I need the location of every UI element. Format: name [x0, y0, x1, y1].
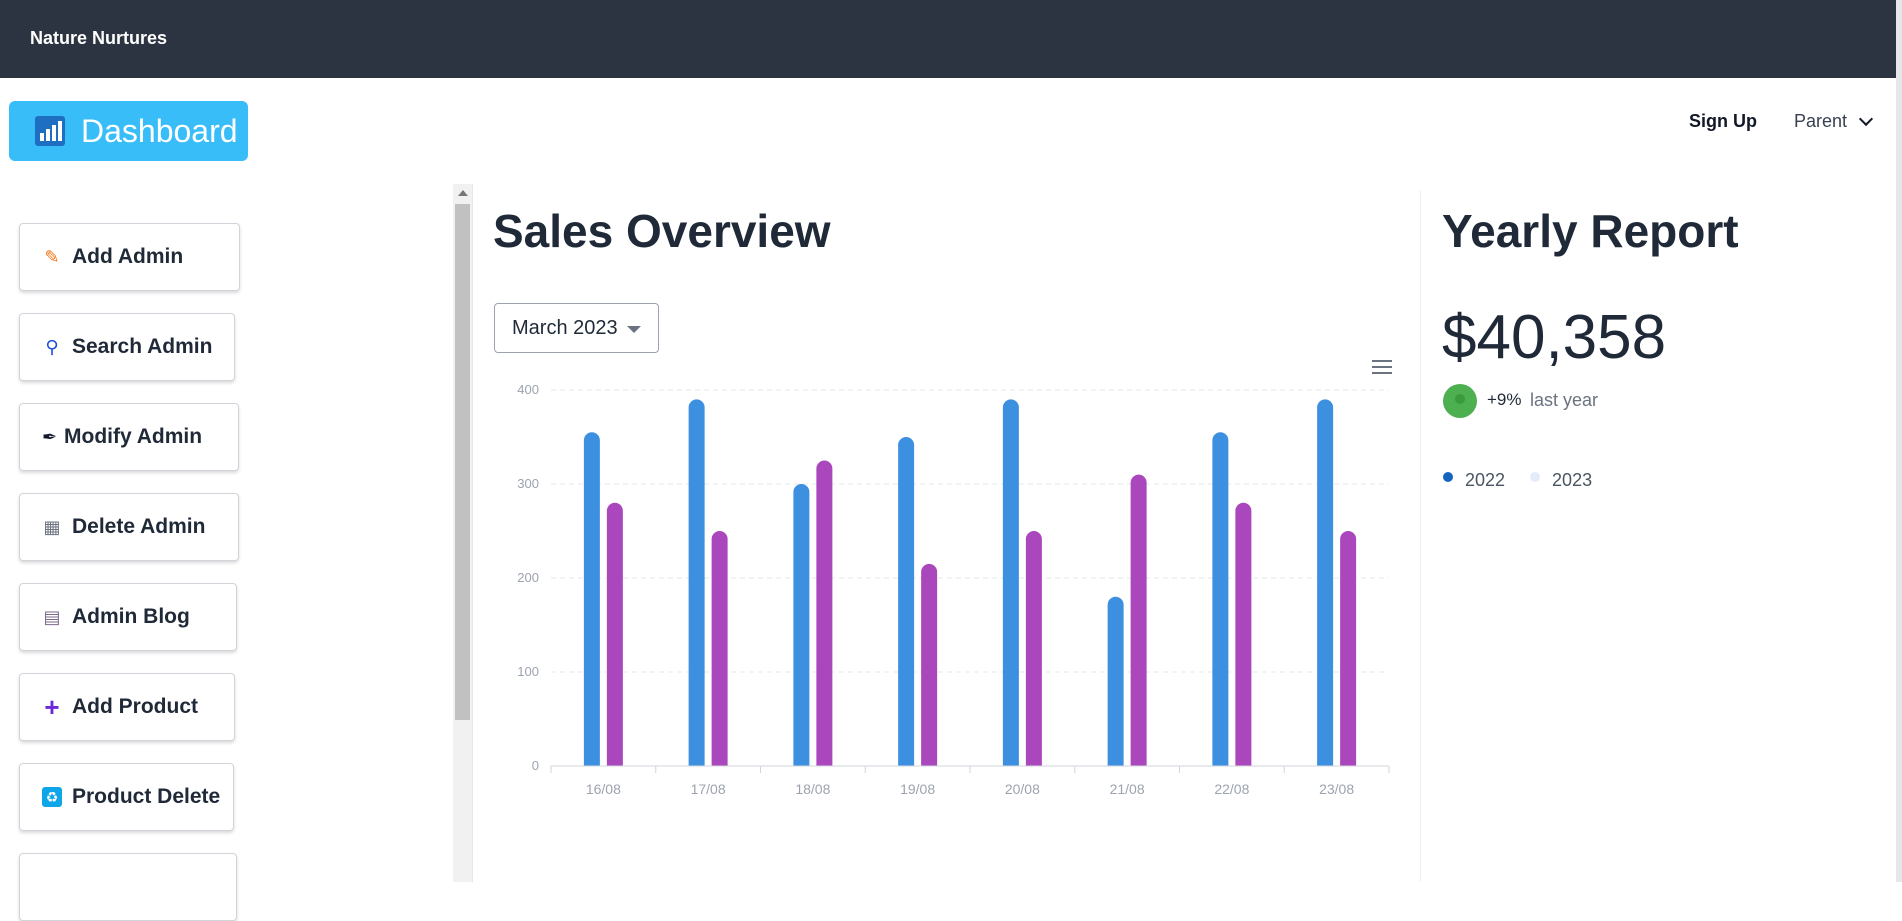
x-tick-label: 19/08 — [900, 781, 935, 797]
scroll-up-icon[interactable] — [458, 190, 468, 196]
product-delete-label: Product Delete — [72, 785, 221, 808]
bar-2022[interactable] — [1002, 399, 1019, 766]
legend-label: 2023 — [1552, 470, 1593, 490]
bar-2022[interactable] — [1212, 432, 1229, 766]
bar-2023[interactable] — [606, 502, 623, 766]
sales-bar-chart: 0 100 200 300 400 16/08 17/08 18/08 19/08 20/08 2… — [517, 382, 1390, 797]
dashboard-label: Dashboard — [81, 112, 238, 149]
bar-2022[interactable] — [1317, 399, 1334, 766]
plus-icon: + — [44, 692, 60, 722]
magnifier-icon: ⚲ — [45, 337, 59, 357]
admin-blog-button[interactable]: ▤ Admin Blog — [19, 583, 237, 651]
month-select-value: March 2023 — [512, 316, 618, 339]
sales-overview-title: Sales Overview — [493, 205, 831, 257]
dashboard-button[interactable]: Dashboard — [9, 101, 248, 161]
litter-icon: ♻ — [42, 787, 62, 807]
bar-2023[interactable] — [1235, 502, 1252, 766]
sidebar-item-partial[interactable] — [19, 853, 237, 921]
legend-label: 2022 — [1465, 470, 1506, 490]
top-navbar: Nature Nurtures — [0, 0, 1896, 78]
bar-2022[interactable] — [688, 399, 705, 766]
add-admin-button[interactable]: ✎ Add Admin — [19, 223, 240, 291]
x-tick-label: 16/08 — [586, 781, 621, 797]
y-tick-label: 0 — [532, 758, 539, 773]
parent-dropdown[interactable]: Parent — [1794, 111, 1874, 132]
y-tick-label: 100 — [517, 664, 539, 679]
chevron-down-icon — [1858, 111, 1874, 126]
pen-icon: ✒ — [42, 427, 58, 447]
admin-blog-label: Admin Blog — [72, 605, 190, 628]
x-tick-label: 17/08 — [691, 781, 726, 797]
bar-chart-icon — [35, 116, 65, 146]
bar-2022[interactable] — [1107, 596, 1124, 766]
bar-2023[interactable] — [1340, 531, 1357, 766]
add-product-label: Add Product — [72, 695, 198, 718]
pencil-icon: ✎ — [44, 247, 60, 267]
bar-2023[interactable] — [921, 563, 938, 766]
yearly-period: last year — [1530, 390, 1599, 410]
delete-admin-label: Delete Admin — [72, 515, 206, 538]
bar-2023[interactable] — [711, 531, 728, 766]
window-scrollbar[interactable] — [1896, 0, 1902, 882]
yearly-change: +9% — [1487, 390, 1522, 409]
bar-2022[interactable] — [793, 484, 810, 766]
search-admin-button[interactable]: ⚲ Search Admin — [19, 313, 235, 381]
x-tick-label: 20/08 — [1005, 781, 1040, 797]
bar-2023[interactable] — [1025, 531, 1042, 766]
yearly-amount: $40,358 — [1442, 303, 1667, 372]
product-delete-button[interactable]: ♻ Product Delete — [19, 763, 234, 831]
legend-dot-2022 — [1443, 471, 1453, 482]
modify-admin-button[interactable]: ✒ Modify Admin — [19, 403, 239, 471]
trend-up-icon — [1443, 384, 1477, 418]
chart-menu-icon[interactable] — [1372, 360, 1392, 374]
bar-2023[interactable] — [1130, 474, 1147, 766]
bar-2023[interactable] — [816, 460, 833, 767]
yearly-legend: 2022 2023 — [1443, 470, 1617, 491]
y-tick-label: 200 — [517, 570, 539, 585]
add-admin-label: Add Admin — [72, 245, 184, 268]
sign-up-link[interactable]: Sign Up — [1689, 111, 1757, 131]
caret-down-icon — [627, 326, 641, 333]
month-select[interactable]: March 2023 — [494, 303, 659, 353]
legend-item: 2023 — [1530, 470, 1592, 491]
bar-2022[interactable] — [583, 432, 600, 766]
newspaper-icon: ▤ — [43, 607, 61, 627]
wastebasket-icon: ▦ — [43, 517, 61, 537]
brand-name[interactable]: Nature Nurtures — [30, 28, 168, 48]
add-product-button[interactable]: + Add Product — [19, 673, 235, 741]
yearly-report-title: Yearly Report — [1442, 205, 1739, 257]
x-tick-label: 22/08 — [1214, 781, 1249, 797]
search-admin-label: Search Admin — [72, 335, 213, 358]
section-divider — [1420, 190, 1421, 882]
x-tick-label: 18/08 — [795, 781, 830, 797]
x-tick-label: 21/08 — [1110, 781, 1145, 797]
legend-item: 2022 — [1443, 470, 1505, 491]
scrollbar-thumb[interactable] — [455, 204, 470, 720]
y-tick-label: 300 — [517, 476, 539, 491]
y-tick-label: 400 — [517, 382, 539, 397]
modify-admin-label: Modify Admin — [64, 425, 203, 448]
bar-2022[interactable] — [898, 437, 915, 766]
sidebar-scrollbar[interactable] — [453, 184, 473, 882]
x-tick-label: 23/08 — [1319, 781, 1354, 797]
legend-dot-2023 — [1530, 471, 1541, 482]
parent-label: Parent — [1794, 111, 1848, 131]
delete-admin-button[interactable]: ▦ Delete Admin — [19, 493, 239, 561]
